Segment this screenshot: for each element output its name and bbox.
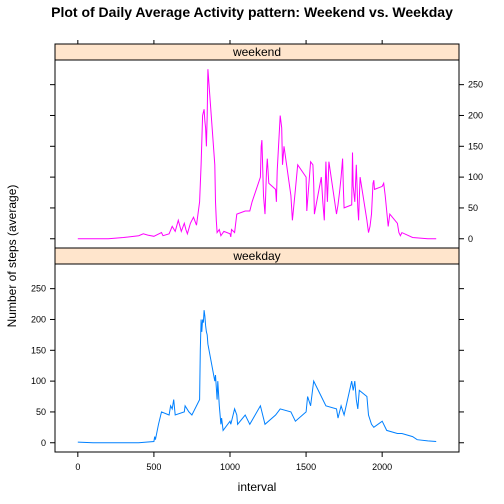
x-axis-label: interval (238, 480, 277, 494)
y-tick-label-weekday-0: 0 (41, 438, 46, 448)
y-tick-label-weekday-50: 50 (36, 407, 46, 417)
x-tick-label-2000: 2000 (372, 462, 392, 472)
x-tick-label-500: 500 (146, 462, 161, 472)
chart-title: Plot of Daily Average Activity pattern: … (51, 4, 453, 20)
y-tick-label-weekend-150: 150 (468, 141, 483, 151)
y-tick-label-weekend-0: 0 (468, 234, 473, 244)
y-tick-label-weekday-100: 100 (31, 376, 46, 386)
strip-label-weekend: weekend (232, 45, 281, 59)
y-tick-label-weekday-150: 150 (31, 345, 46, 355)
y-tick-label-weekend-100: 100 (468, 172, 483, 182)
y-tick-label-weekday-250: 250 (31, 284, 46, 294)
y-tick-label-weekend-200: 200 (468, 110, 483, 120)
panel-frame-weekend (54, 59, 460, 249)
x-tick-label-1000: 1000 (220, 462, 240, 472)
chart-panels: 0 500 1000 1500 2000weekend050100150200250we… (31, 40, 483, 472)
y-tick-label-weekend-50: 50 (468, 203, 478, 213)
x-tick-label-1500: 1500 (296, 462, 316, 472)
series-line-weekday (77, 310, 437, 444)
x-tick-label-0: 0 (75, 462, 80, 472)
y-tick-label-weekday-200: 200 (31, 314, 46, 324)
strip-label-weekday: weekday (232, 249, 280, 263)
y-axis-label: Number of steps (average) (5, 185, 19, 328)
series-line-weekend (77, 69, 437, 240)
y-tick-label-weekend-250: 250 (468, 80, 483, 90)
panel-frame-weekday (54, 263, 460, 453)
